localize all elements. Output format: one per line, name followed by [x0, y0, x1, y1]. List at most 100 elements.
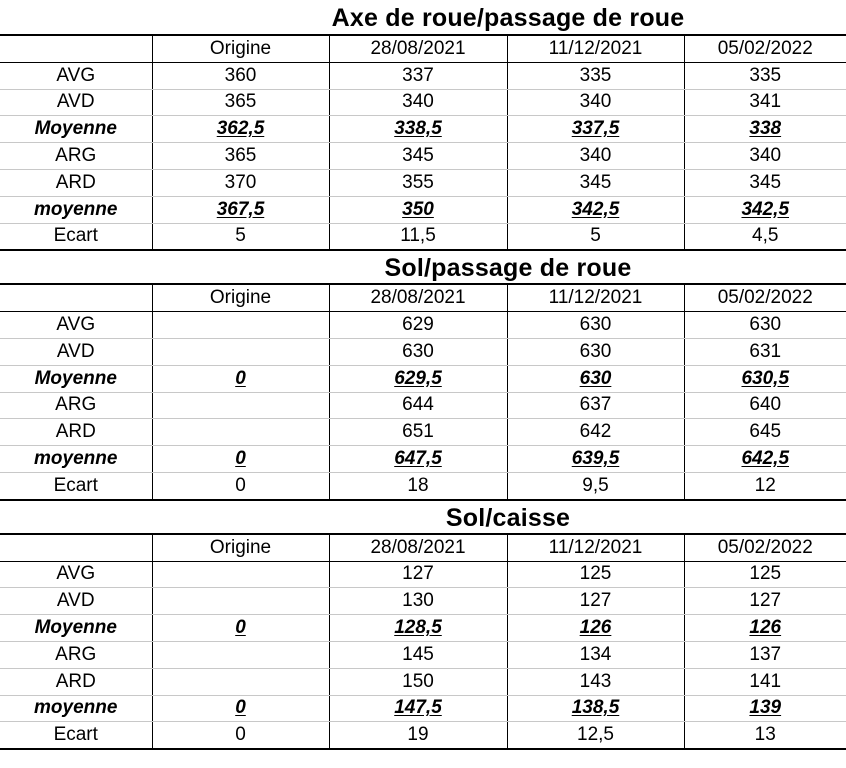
value-cell[interactable]: 340 — [506, 88, 685, 117]
value-cell[interactable]: 370 — [151, 168, 330, 197]
value-cell[interactable]: 0 — [151, 721, 330, 751]
value-cell[interactable]: 13 — [683, 721, 846, 751]
value-cell[interactable]: 0 — [151, 445, 330, 473]
value-cell[interactable]: 630 — [506, 311, 685, 339]
value-cell[interactable]: 145 — [328, 640, 508, 669]
value-cell[interactable]: 4,5 — [683, 222, 846, 252]
value-cell[interactable]: 5 — [506, 222, 685, 252]
row-label[interactable]: Ecart — [0, 721, 153, 751]
value-cell[interactable] — [151, 640, 330, 669]
value-cell[interactable]: 126 — [506, 614, 685, 642]
value-cell[interactable]: 345 — [328, 142, 508, 170]
value-cell[interactable]: 340 — [328, 88, 508, 117]
header-cell[interactable]: Origine — [151, 283, 330, 313]
value-cell[interactable] — [151, 418, 330, 447]
value-cell[interactable]: 5 — [151, 222, 330, 252]
value-cell[interactable]: 365 — [151, 142, 330, 170]
value-cell[interactable]: 367,5 — [151, 195, 330, 224]
header-cell[interactable]: 11/12/2021 — [506, 283, 685, 313]
row-label[interactable]: AVD — [0, 337, 153, 366]
row-label[interactable]: Moyenne — [0, 115, 153, 144]
row-label[interactable]: ARD — [0, 418, 153, 447]
value-cell[interactable]: 12 — [683, 471, 846, 501]
header-cell[interactable]: 05/02/2022 — [683, 33, 846, 63]
row-label[interactable]: ARD — [0, 667, 153, 696]
header-cell[interactable]: 05/02/2022 — [683, 532, 846, 562]
value-cell[interactable]: 342,5 — [506, 195, 685, 224]
value-cell[interactable]: 647,5 — [328, 445, 508, 473]
value-cell[interactable]: 651 — [328, 418, 508, 447]
value-cell[interactable]: 337 — [328, 61, 508, 90]
value-cell[interactable]: 340 — [683, 142, 846, 170]
header-cell[interactable] — [0, 532, 153, 562]
value-cell[interactable]: 345 — [506, 168, 685, 197]
value-cell[interactable]: 127 — [506, 587, 685, 616]
value-cell[interactable]: 365 — [151, 88, 330, 117]
row-label[interactable]: AVG — [0, 61, 153, 90]
value-cell[interactable] — [151, 311, 330, 339]
header-cell[interactable] — [0, 283, 153, 313]
row-label[interactable]: Moyenne — [0, 364, 153, 393]
value-cell[interactable]: 18 — [328, 471, 508, 501]
value-cell[interactable]: 338,5 — [328, 115, 508, 144]
value-cell[interactable]: 637 — [506, 391, 685, 420]
value-cell[interactable] — [151, 391, 330, 420]
row-label[interactable]: moyenne — [0, 694, 153, 723]
value-cell[interactable]: 630 — [506, 364, 685, 393]
value-cell[interactable]: 12,5 — [506, 721, 685, 751]
row-label[interactable]: Ecart — [0, 471, 153, 501]
value-cell[interactable]: 19 — [328, 721, 508, 751]
value-cell[interactable]: 128,5 — [328, 614, 508, 642]
row-label[interactable]: AVD — [0, 587, 153, 616]
header-cell[interactable]: 28/08/2021 — [328, 33, 508, 63]
row-label[interactable]: ARG — [0, 142, 153, 170]
value-cell[interactable]: 0 — [151, 614, 330, 642]
header-cell[interactable]: 11/12/2021 — [506, 33, 685, 63]
value-cell[interactable]: 127 — [328, 560, 508, 589]
header-cell[interactable]: 05/02/2022 — [683, 283, 846, 313]
value-cell[interactable] — [151, 587, 330, 616]
value-cell[interactable]: 147,5 — [328, 694, 508, 723]
value-cell[interactable]: 137 — [683, 640, 846, 669]
value-cell[interactable]: 0 — [151, 471, 330, 501]
value-cell[interactable]: 150 — [328, 667, 508, 696]
value-cell[interactable]: 340 — [506, 142, 685, 170]
header-cell[interactable]: 11/12/2021 — [506, 532, 685, 562]
value-cell[interactable]: 130 — [328, 587, 508, 616]
row-label[interactable]: moyenne — [0, 195, 153, 224]
header-cell[interactable]: 28/08/2021 — [328, 532, 508, 562]
value-cell[interactable]: 134 — [506, 640, 685, 669]
value-cell[interactable]: 126 — [683, 614, 846, 642]
row-label[interactable]: AVD — [0, 88, 153, 117]
value-cell[interactable]: 335 — [683, 61, 846, 90]
value-cell[interactable]: 630 — [506, 337, 685, 366]
row-label[interactable]: Ecart — [0, 222, 153, 252]
value-cell[interactable]: 629 — [328, 311, 508, 339]
value-cell[interactable]: 642,5 — [683, 445, 846, 473]
value-cell[interactable] — [151, 667, 330, 696]
value-cell[interactable]: 0 — [151, 694, 330, 723]
value-cell[interactable]: 139 — [683, 694, 846, 723]
value-cell[interactable]: 630,5 — [683, 364, 846, 393]
header-cell[interactable] — [0, 33, 153, 63]
value-cell[interactable]: 141 — [683, 667, 846, 696]
row-label[interactable]: ARG — [0, 640, 153, 669]
value-cell[interactable]: 360 — [151, 61, 330, 90]
value-cell[interactable]: 355 — [328, 168, 508, 197]
value-cell[interactable]: 9,5 — [506, 471, 685, 501]
value-cell[interactable]: 337,5 — [506, 115, 685, 144]
row-label[interactable]: ARD — [0, 168, 153, 197]
value-cell[interactable]: 631 — [683, 337, 846, 366]
value-cell[interactable]: 345 — [683, 168, 846, 197]
value-cell[interactable]: 342,5 — [683, 195, 846, 224]
value-cell[interactable]: 644 — [328, 391, 508, 420]
value-cell[interactable]: 338 — [683, 115, 846, 144]
value-cell[interactable]: 341 — [683, 88, 846, 117]
value-cell[interactable]: 335 — [506, 61, 685, 90]
value-cell[interactable]: 640 — [683, 391, 846, 420]
header-cell[interactable]: 28/08/2021 — [328, 283, 508, 313]
row-label[interactable]: AVG — [0, 560, 153, 589]
value-cell[interactable]: 0 — [151, 364, 330, 393]
value-cell[interactable]: 125 — [506, 560, 685, 589]
row-label[interactable]: AVG — [0, 311, 153, 339]
